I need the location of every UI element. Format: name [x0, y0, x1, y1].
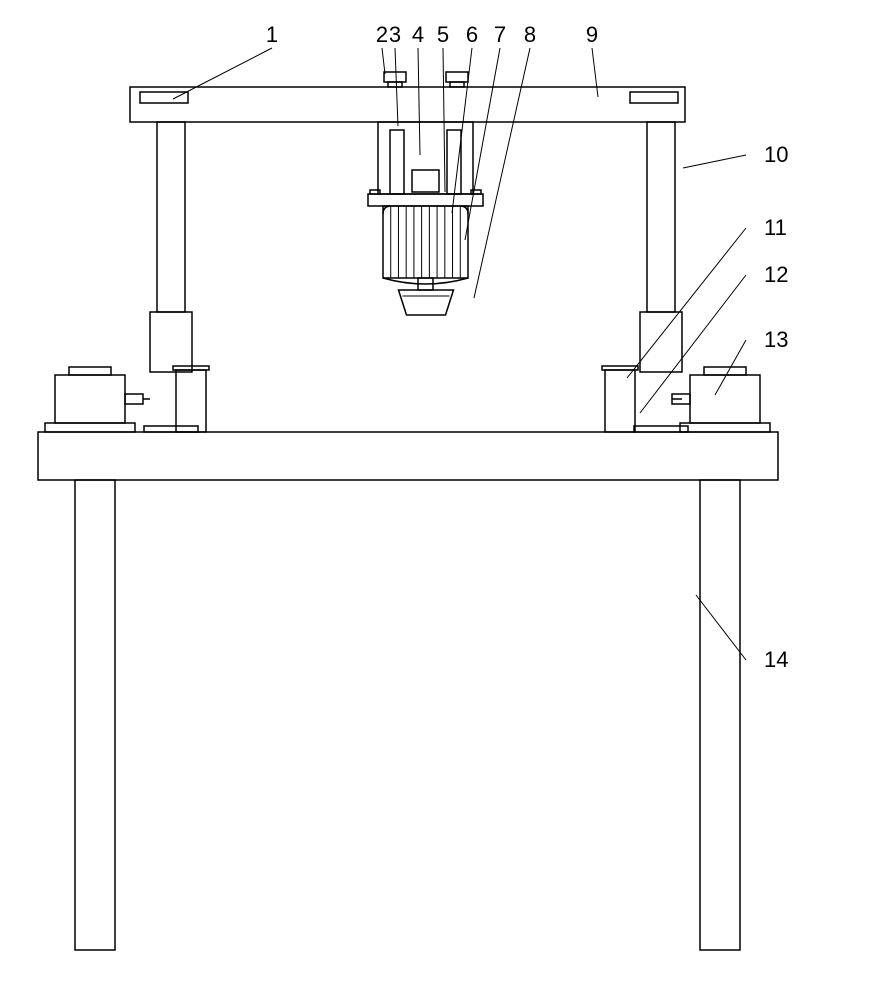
callout-label-3: 3	[389, 22, 401, 47]
callout-label-10: 10	[764, 142, 788, 167]
callout-label-2: 2	[376, 22, 388, 47]
callout-label-14: 14	[764, 647, 788, 672]
callout-label-6: 6	[466, 22, 478, 47]
callout-label-11: 11	[764, 215, 787, 240]
callout-label-5: 5	[437, 22, 449, 47]
callout-label-1: 1	[266, 22, 278, 47]
callout-label-9: 9	[586, 22, 598, 47]
callout-label-12: 12	[764, 262, 788, 287]
callout-label-13: 13	[764, 327, 788, 352]
callout-label-4: 4	[412, 22, 424, 47]
callout-label-8: 8	[524, 22, 536, 47]
callout-label-7: 7	[494, 22, 506, 47]
